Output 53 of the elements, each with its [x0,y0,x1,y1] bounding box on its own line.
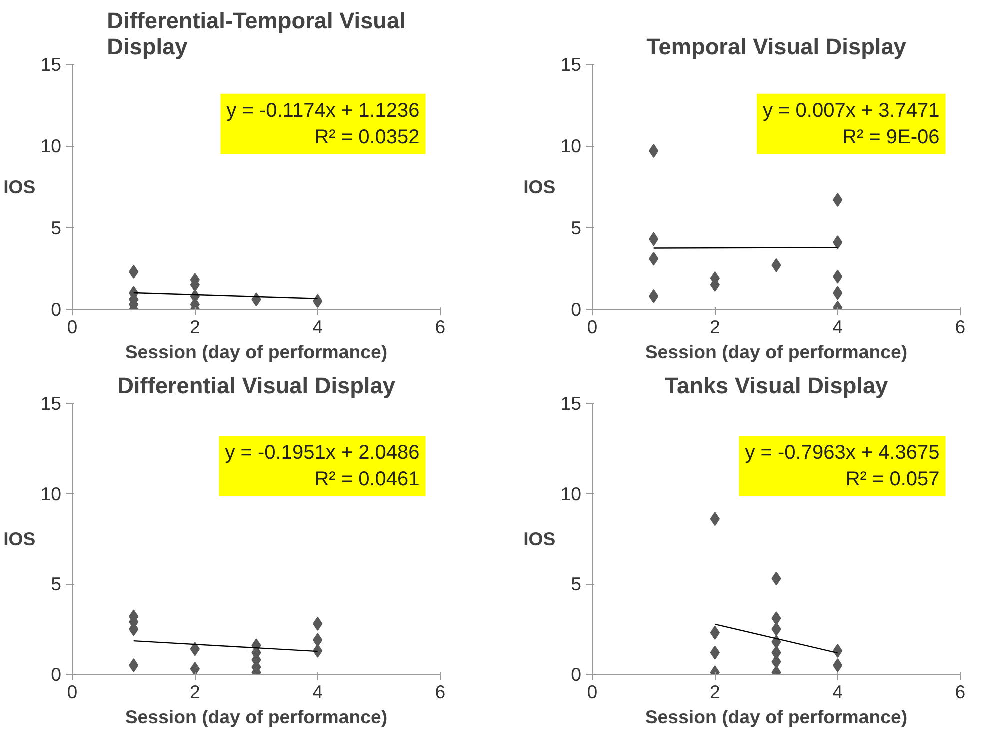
x-tick-label: 4 [312,316,324,338]
annotation: R² = 0.057 [846,468,940,490]
annotation: y = -0.7963x + 4.3675 [745,442,940,464]
y-tick-label: 0 [51,299,62,320]
y-axis-title: IOS [4,528,36,550]
point [190,662,200,674]
x-axis-title: Session (day of performance) [125,706,388,728]
y-tick-label: 5 [51,217,62,238]
y-tick-label: 5 [571,574,582,595]
annotation: R² = 0.0461 [314,468,420,490]
x-axis-title: Session (day of performance) [645,706,908,728]
y-tick-label: 10 [40,136,62,157]
y-tick-label: 10 [560,136,582,157]
x-tick-label: 0 [67,682,78,702]
x-axis-title: Session (day of performance) [125,342,388,362]
x-tick-label: 4 [832,316,844,338]
y-axis-title: IOS [4,176,36,198]
x-tick-label: 6 [435,682,446,702]
annotation: R² = 0.0352 [314,126,420,148]
chart-title: Tanks Visual Display [664,372,889,398]
x-tick-label: 2 [190,682,200,702]
annotation: y = 0.007x + 3.7471 [762,100,940,122]
annotation: R² = 9E-06 [842,126,940,148]
x-tick-label: 6 [955,316,966,338]
x-tick-label: 2 [710,682,720,702]
y-tick-label: 15 [560,54,582,75]
x-tick-label: 0 [587,682,598,702]
x-axis-title: Session (day of performance) [645,342,908,362]
y-tick-label: 5 [571,217,582,238]
x-tick-label: 4 [832,682,844,702]
y-axis-title: IOS [524,528,556,550]
y-tick-label: 5 [51,574,62,595]
x-tick-label: 2 [710,316,720,338]
y-tick-label: 0 [571,299,582,320]
chart-title: Temporal Visual Display [646,34,907,60]
y-tick-label: 10 [560,483,582,504]
chart-title: Differential-Temporal Visual Display [107,8,406,60]
y-tick-label: 15 [40,393,62,414]
annotation: y = -0.1951x + 2.0486 [225,442,420,464]
y-tick-label: 15 [560,393,582,414]
x-tick-label: 4 [312,682,324,702]
annotation: y = -0.1174x + 1.1236 [226,100,420,122]
y-tick-label: 15 [40,54,62,75]
y-tick-label: 10 [40,483,62,504]
x-tick-label: 0 [587,316,598,338]
y-tick-label: 0 [571,664,582,685]
y-axis-title: IOS [524,176,556,198]
x-tick-label: 6 [435,316,446,338]
chart-title: Differential Visual Display [118,372,396,398]
y-tick-label: 0 [51,664,62,685]
x-tick-label: 6 [955,682,966,702]
x-tick-label: 2 [190,316,200,338]
x-tick-label: 0 [67,316,78,338]
